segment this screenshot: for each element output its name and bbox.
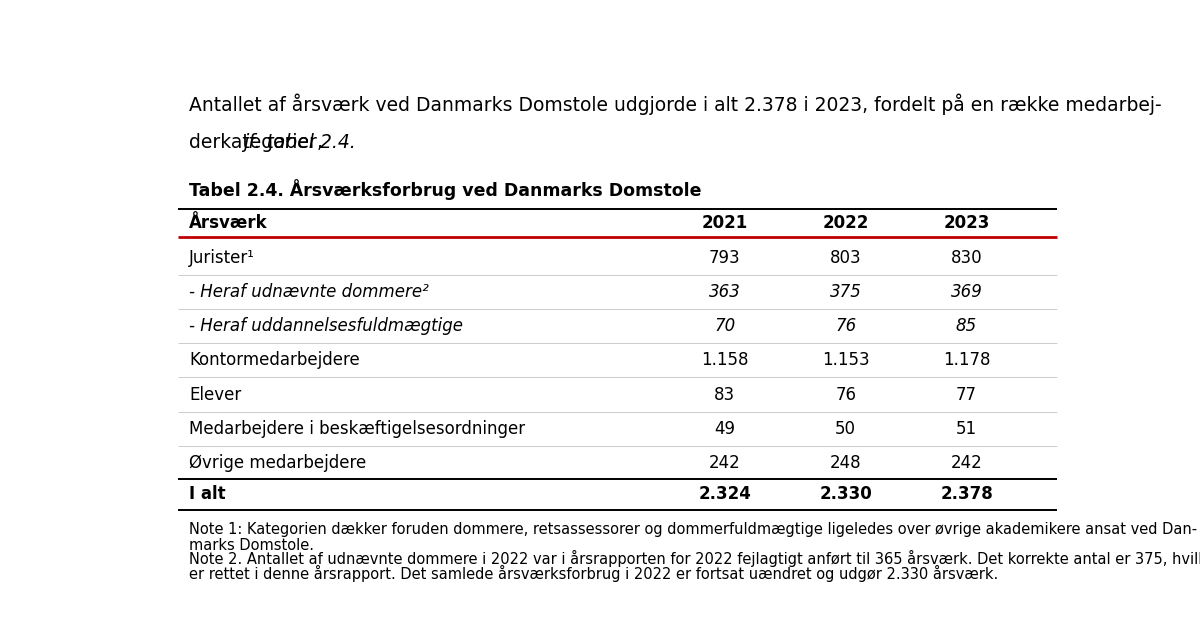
Text: 76: 76 — [835, 385, 856, 404]
Text: 2.378: 2.378 — [940, 485, 992, 502]
Text: 242: 242 — [709, 454, 740, 472]
Text: Tabel 2.4. Årsværksforbrug ved Danmarks Domstole: Tabel 2.4. Årsværksforbrug ved Danmarks … — [190, 179, 702, 200]
Text: 375: 375 — [829, 283, 862, 301]
Text: Elever: Elever — [190, 385, 241, 404]
Text: Årsværk: Årsværk — [190, 214, 268, 232]
Text: 363: 363 — [709, 283, 740, 301]
Text: 2.330: 2.330 — [820, 485, 872, 502]
Text: 242: 242 — [950, 454, 983, 472]
Text: 369: 369 — [950, 283, 983, 301]
Text: 793: 793 — [709, 249, 740, 266]
Text: Note 2. Antallet af udnævnte dommere i 2022 var i årsrapporten for 2022 fejlagti: Note 2. Antallet af udnævnte dommere i 2… — [190, 550, 1200, 567]
Text: 70: 70 — [714, 317, 736, 335]
Text: Medarbejdere i beskæftigelsesordninger: Medarbejdere i beskæftigelsesordninger — [190, 420, 526, 438]
Text: 2023: 2023 — [943, 214, 990, 232]
Text: 248: 248 — [830, 454, 862, 472]
Text: - Heraf uddannelsesfuldmægtige: - Heraf uddannelsesfuldmægtige — [190, 317, 463, 335]
Text: Antallet af årsværk ved Danmarks Domstole udgjorde i alt 2.378 i 2023, fordelt p: Antallet af årsværk ved Danmarks Domstol… — [190, 93, 1162, 115]
Text: 50: 50 — [835, 420, 856, 438]
Text: 830: 830 — [950, 249, 983, 266]
Text: 2021: 2021 — [702, 214, 748, 232]
Text: 2.324: 2.324 — [698, 485, 751, 502]
Text: derkategorier,: derkategorier, — [190, 133, 329, 151]
Text: 803: 803 — [830, 249, 862, 266]
Text: - Heraf udnævnte dommere²: - Heraf udnævnte dommere² — [190, 283, 428, 301]
Text: jf. tabel 2.4.: jf. tabel 2.4. — [242, 133, 355, 151]
Text: I alt: I alt — [190, 485, 226, 502]
Text: marks Domstole.: marks Domstole. — [190, 537, 314, 553]
Text: 1.158: 1.158 — [701, 351, 749, 370]
Text: 77: 77 — [956, 385, 977, 404]
Text: 83: 83 — [714, 385, 736, 404]
Text: 2022: 2022 — [822, 214, 869, 232]
Text: Jurister¹: Jurister¹ — [190, 249, 254, 266]
Text: Note 1: Kategorien dækker foruden dommere, retsassessorer og dommerfuldmægtige l: Note 1: Kategorien dækker foruden dommer… — [190, 522, 1198, 537]
Text: Kontormedarbejdere: Kontormedarbejdere — [190, 351, 360, 370]
Text: er rettet i denne årsrapport. Det samlede årsværksforbrug i 2022 er fortsat uænd: er rettet i denne årsrapport. Det samled… — [190, 565, 998, 581]
Text: 85: 85 — [956, 317, 977, 335]
Text: 51: 51 — [956, 420, 977, 438]
Text: 76: 76 — [835, 317, 857, 335]
Text: Øvrige medarbejdere: Øvrige medarbejdere — [190, 454, 366, 472]
Text: 1.153: 1.153 — [822, 351, 870, 370]
Text: 1.178: 1.178 — [943, 351, 990, 370]
Text: 49: 49 — [714, 420, 736, 438]
